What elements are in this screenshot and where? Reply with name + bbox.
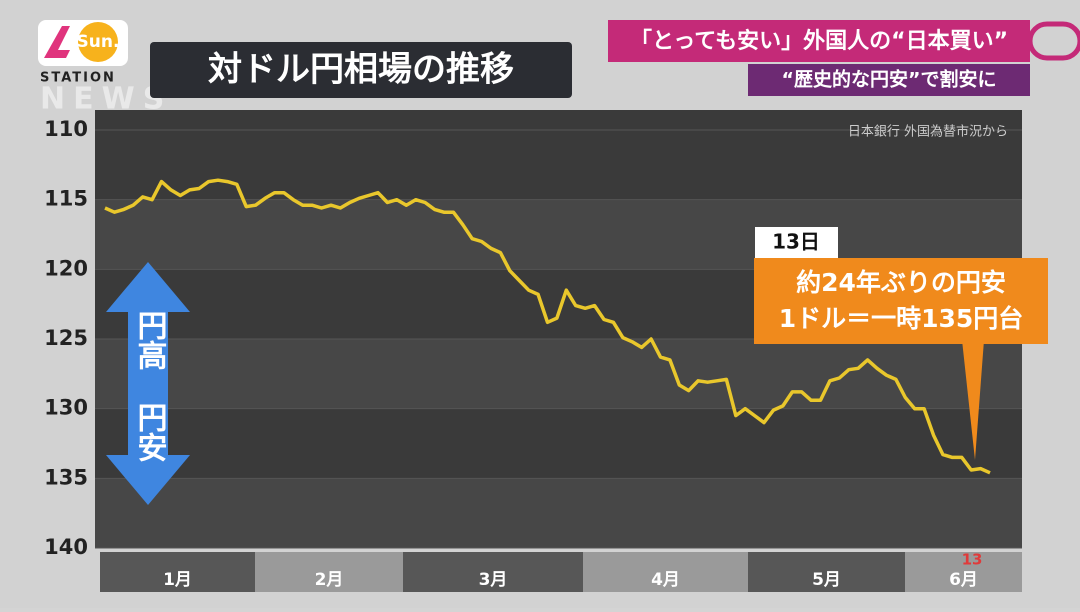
x-tick-label: 2月	[315, 570, 344, 590]
annotation: 13日 約24年ぶりの円安 1ドル＝一時135円台	[754, 227, 1048, 460]
y-tick-label: 115	[44, 187, 88, 211]
y-tick-label: 125	[44, 326, 88, 350]
headline: 「とっても安い」外国人の“日本買い”	[630, 28, 1008, 54]
month-band	[583, 552, 748, 592]
price-line	[104, 178, 991, 475]
x-tick-label: 5月	[812, 570, 841, 590]
day-marker: 13	[962, 551, 983, 569]
logo-text: Sun.	[77, 32, 120, 52]
x-tick-label: 3月	[479, 570, 508, 590]
title-box	[150, 42, 572, 98]
callout-line: 約24年ぶりの円安	[796, 268, 1006, 297]
month-band	[748, 552, 905, 592]
direction-arrow	[106, 262, 190, 505]
x-tick-label: 1月	[163, 570, 192, 590]
month-band	[905, 552, 1022, 592]
y-tick-label: 120	[44, 256, 88, 280]
y-tick-label: 130	[44, 396, 88, 420]
strong-label: 円高	[132, 310, 167, 370]
headline-box	[608, 20, 1030, 62]
month-band	[100, 552, 255, 592]
subheadline: “歴史的な円安”で割安に	[782, 68, 997, 91]
grid-band	[95, 199, 1022, 270]
station-text: STATION	[40, 71, 116, 86]
weak-label: 円安	[132, 402, 167, 462]
y-tick-label: 140	[44, 535, 88, 559]
subheadline-box	[748, 64, 1030, 96]
grid-band	[95, 478, 1022, 548]
headline-tab	[1027, 21, 1080, 61]
y-tick-label: 110	[44, 117, 88, 141]
month-band	[403, 552, 583, 592]
day-box	[755, 227, 838, 259]
logo-sun	[78, 22, 118, 62]
day-label: 13日	[772, 230, 820, 254]
x-tick-label: 4月	[651, 570, 680, 590]
callout-line: 1ドル＝一時135円台	[779, 304, 1024, 333]
y-tick-label: 135	[44, 465, 88, 489]
chart-title: 対ドル円相場の推移	[208, 50, 514, 90]
source: 日本銀行 外国為替市況から	[848, 124, 1008, 140]
grid-band	[95, 339, 1022, 409]
callout-pointer	[962, 340, 984, 460]
month-band	[255, 552, 403, 592]
callout-box	[754, 258, 1048, 344]
x-tick-label: 6月	[949, 570, 978, 590]
news-text: NEWS	[40, 82, 172, 117]
logo-mark	[44, 26, 70, 58]
